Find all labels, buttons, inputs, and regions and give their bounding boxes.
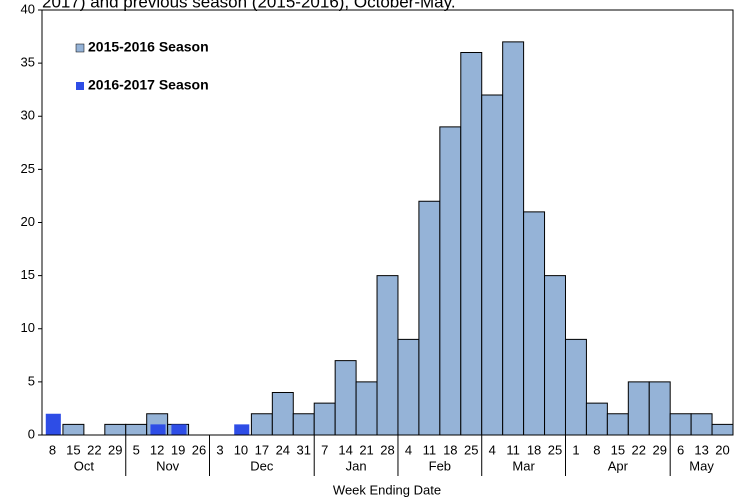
x-tick-label: 29 xyxy=(652,442,666,457)
bar xyxy=(334,360,357,436)
legend-label: 2015-2016 Season xyxy=(88,39,209,55)
legend-label: 2016-2017 Season xyxy=(88,77,209,93)
y-tick-label: 15 xyxy=(21,267,35,282)
month-label: Nov xyxy=(156,458,180,473)
y-tick-label: 35 xyxy=(21,55,35,70)
x-tick-label: 4 xyxy=(489,442,496,457)
x-tick-label: 15 xyxy=(611,442,625,457)
bar xyxy=(234,424,250,435)
x-tick-label: 25 xyxy=(464,442,478,457)
x-tick-label: 18 xyxy=(527,442,541,457)
x-tick-label: 14 xyxy=(338,442,352,457)
y-tick-label: 40 xyxy=(21,1,35,16)
bar xyxy=(439,126,462,436)
bar xyxy=(523,211,546,436)
month-label: Dec xyxy=(250,458,274,473)
month-label: Mar xyxy=(512,458,535,473)
x-tick-label: 21 xyxy=(359,442,373,457)
y-tick-label: 10 xyxy=(21,320,35,335)
bar xyxy=(292,413,315,436)
x-tick-label: 31 xyxy=(297,442,311,457)
plot-frame xyxy=(41,9,734,436)
y-tick-label: 5 xyxy=(28,373,35,388)
x-tick-label: 3 xyxy=(216,442,223,457)
x-tick-label: 8 xyxy=(593,442,600,457)
bar xyxy=(271,392,294,436)
bar xyxy=(171,424,187,435)
y-tick-label: 30 xyxy=(21,108,35,123)
bar xyxy=(376,275,399,436)
bar xyxy=(355,381,378,436)
x-tick-label: 25 xyxy=(548,442,562,457)
month-label: Apr xyxy=(608,458,629,473)
month-label: Oct xyxy=(74,458,95,473)
bar xyxy=(585,402,608,436)
bar xyxy=(313,402,336,436)
month-label: Jan xyxy=(346,458,367,473)
y-tick-label: 20 xyxy=(21,214,35,229)
x-tick-label: 18 xyxy=(443,442,457,457)
x-tick-label: 12 xyxy=(150,442,164,457)
bar xyxy=(62,423,85,436)
x-tick-label: 13 xyxy=(694,442,708,457)
bar xyxy=(711,423,734,436)
bar xyxy=(627,381,650,436)
x-tick-label: 6 xyxy=(677,442,684,457)
legend-swatch xyxy=(75,43,85,53)
x-tick-label: 17 xyxy=(255,442,269,457)
x-tick-label: 4 xyxy=(405,442,412,457)
bar xyxy=(669,413,692,436)
x-tick-label: 24 xyxy=(276,442,290,457)
x-tick-label: 22 xyxy=(632,442,646,457)
x-axis-title: Week Ending Date xyxy=(333,482,441,497)
y-tick-label: 0 xyxy=(28,426,35,441)
x-tick-label: 22 xyxy=(87,442,101,457)
x-tick-label: 7 xyxy=(321,442,328,457)
bar xyxy=(481,94,504,436)
x-tick-label: 26 xyxy=(192,442,206,457)
bar xyxy=(544,275,566,436)
bar xyxy=(397,338,420,436)
bar xyxy=(606,413,629,436)
bar xyxy=(460,52,483,436)
x-tick-label: 28 xyxy=(380,442,394,457)
x-tick-label: 5 xyxy=(133,442,140,457)
bar xyxy=(690,413,713,436)
bar xyxy=(104,423,127,436)
x-tick-label: 8 xyxy=(49,442,56,457)
legend-swatch xyxy=(76,82,84,90)
chart-title: 2017) and previous season (2015-2016), O… xyxy=(42,0,456,11)
x-tick-label: 29 xyxy=(108,442,122,457)
x-tick-label: 11 xyxy=(506,442,520,457)
x-tick-label: 20 xyxy=(715,442,729,457)
month-label: Feb xyxy=(429,458,451,473)
bar xyxy=(250,413,273,436)
bar xyxy=(150,424,166,435)
x-tick-label: 19 xyxy=(171,442,185,457)
x-tick-label: 1 xyxy=(572,442,579,457)
bar xyxy=(564,338,587,436)
bar xyxy=(502,41,525,436)
bar xyxy=(418,200,441,436)
bar xyxy=(125,423,148,436)
x-tick-label: 10 xyxy=(234,442,248,457)
month-label: May xyxy=(689,458,714,473)
x-tick-label: 15 xyxy=(66,442,80,457)
x-tick-label: 11 xyxy=(423,442,437,457)
bar xyxy=(45,413,61,435)
bar xyxy=(648,381,671,436)
y-tick-label: 25 xyxy=(21,161,35,176)
